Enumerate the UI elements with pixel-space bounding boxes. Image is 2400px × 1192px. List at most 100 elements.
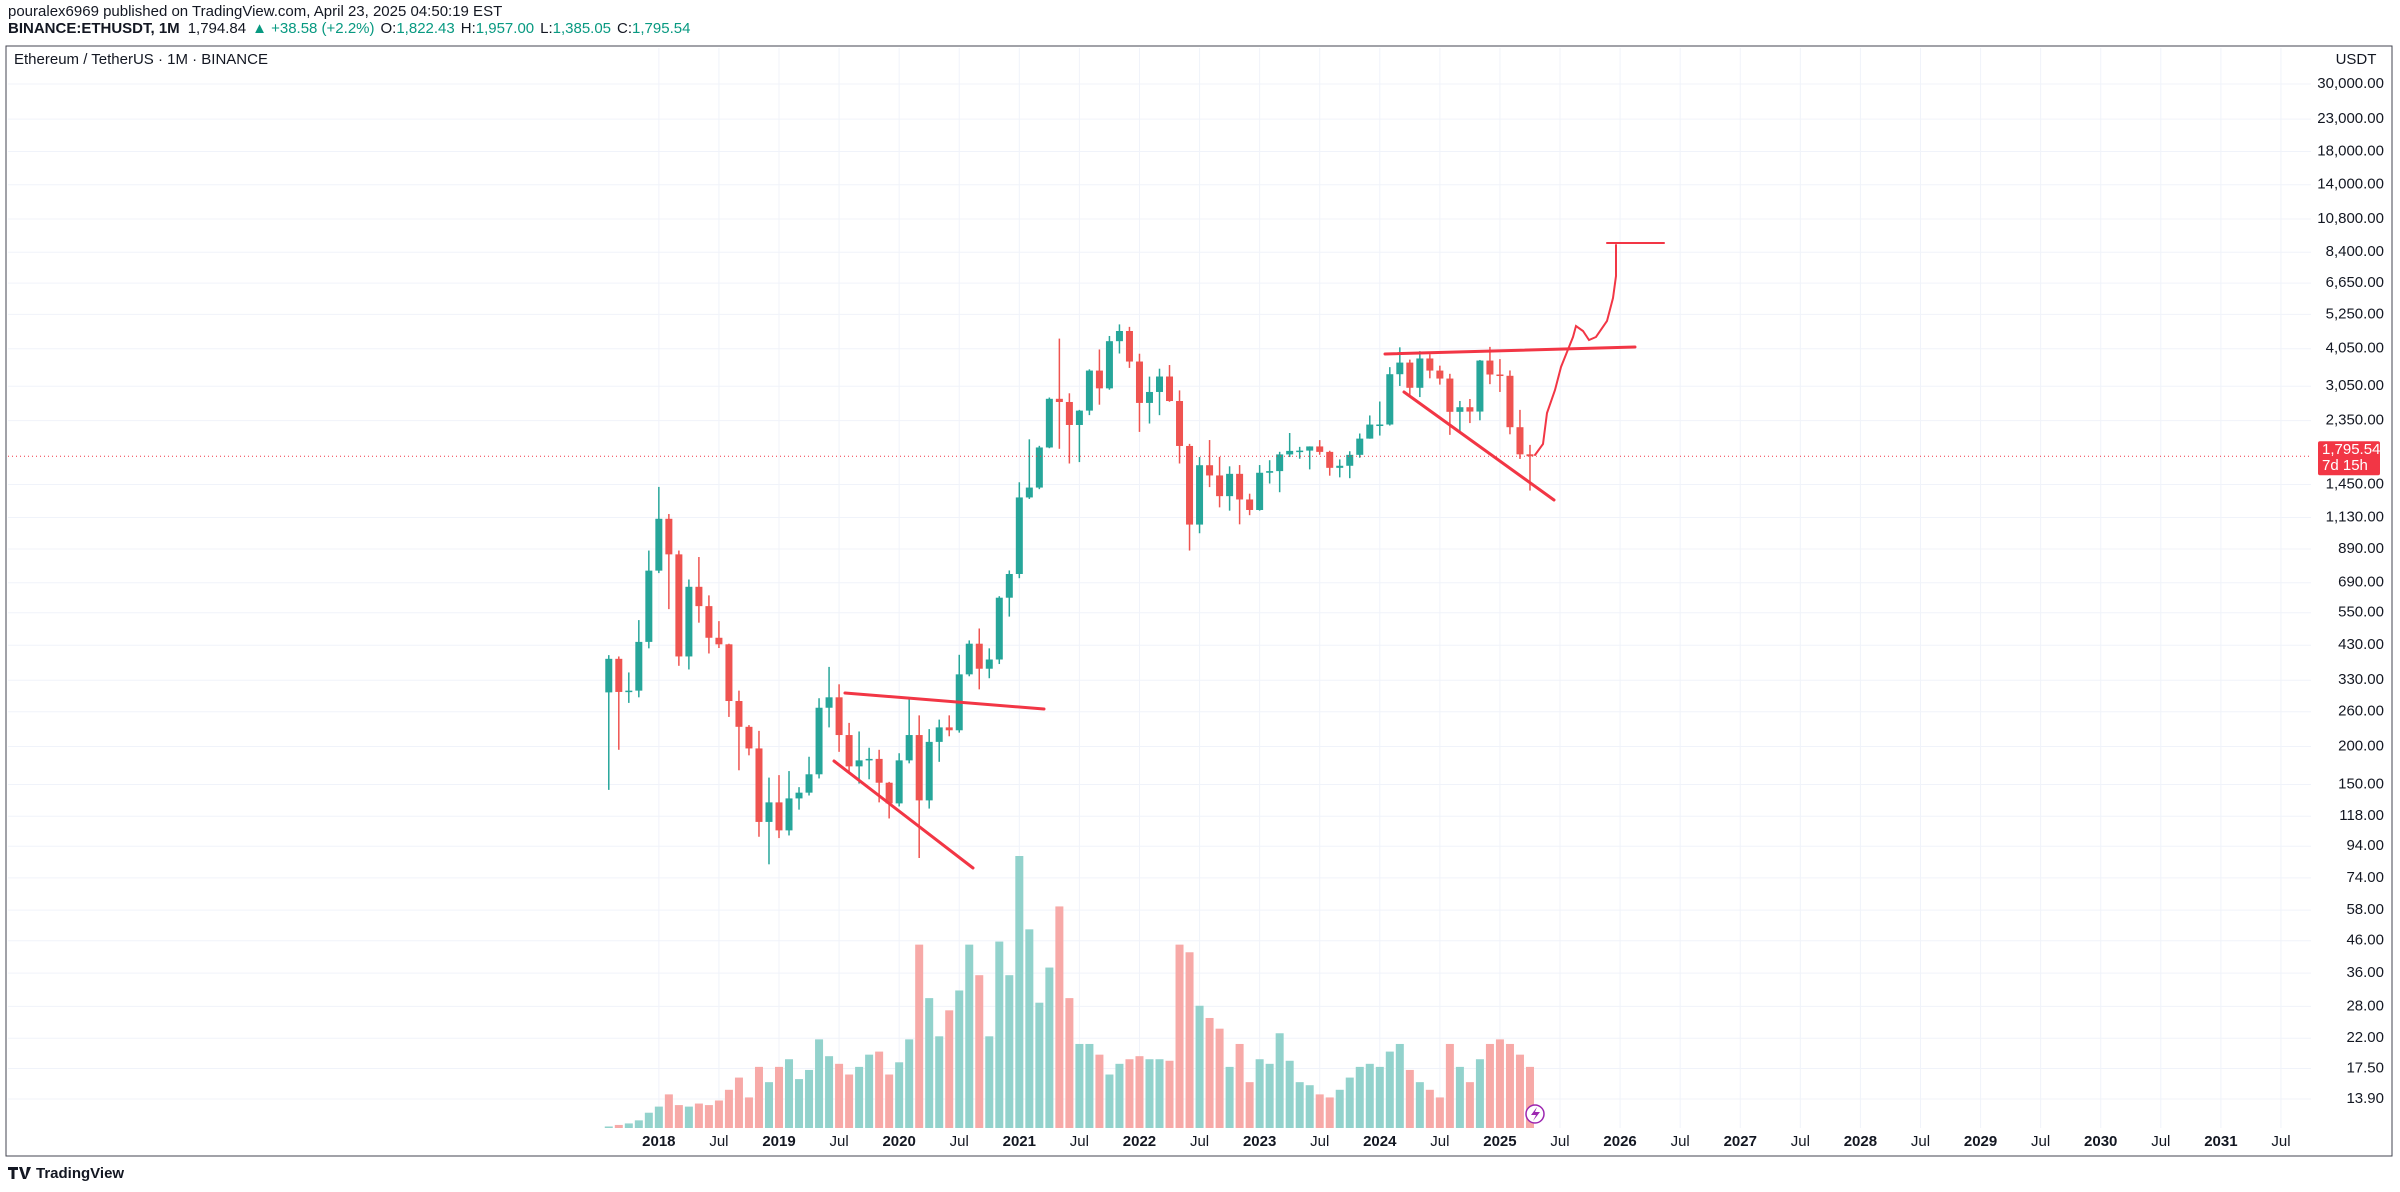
- candle-body: [1386, 374, 1394, 425]
- volume-bar: [1015, 856, 1024, 1128]
- candle-body: [1115, 330, 1123, 342]
- candle-body: [1045, 398, 1053, 448]
- candle-body: [1476, 360, 1484, 412]
- volume-bar: [1365, 1063, 1374, 1128]
- volume-bar: [674, 1105, 683, 1128]
- candle-body: [1025, 487, 1033, 498]
- x-tick-label: Jul: [2031, 1133, 2050, 1150]
- volume-bar: [1225, 1066, 1234, 1128]
- x-tick-label: 2024: [1363, 1133, 1397, 1150]
- x-tick-label: 2019: [762, 1133, 795, 1150]
- ohlc-value: 1,822.43: [396, 20, 454, 37]
- candle-body: [805, 774, 813, 793]
- candle-body: [845, 735, 853, 767]
- candle-body: [785, 798, 793, 831]
- candle-body: [775, 802, 783, 831]
- candle-body: [1246, 499, 1254, 510]
- x-tick-label: Jul: [1550, 1133, 1569, 1150]
- y-tick-label: 46.00: [2346, 932, 2384, 949]
- x-tick-label: 2028: [1844, 1133, 1877, 1150]
- candle-body: [1356, 438, 1364, 455]
- trend-line: [832, 759, 975, 870]
- candle-body: [1276, 454, 1284, 472]
- y-tick-label: 22.00: [2346, 1029, 2384, 1046]
- volume-bar: [694, 1103, 703, 1128]
- candle-body: [1075, 410, 1083, 425]
- x-tick-label: Jul: [1190, 1133, 1209, 1150]
- volume-bar: [714, 1100, 723, 1128]
- y-tick-label: 1,130.00: [2326, 508, 2384, 525]
- volume-bar: [1065, 998, 1074, 1128]
- x-tick-label: Jul: [1791, 1133, 1810, 1150]
- y-tick-label: 260.00: [2338, 703, 2384, 720]
- candle-body: [1156, 376, 1163, 392]
- volume-bar: [1495, 1039, 1504, 1128]
- volume-bar: [1055, 906, 1064, 1128]
- volume-bar: [1275, 1033, 1284, 1128]
- candle-body: [725, 644, 733, 702]
- candle-body: [1055, 398, 1063, 402]
- volume-bar: [1035, 1002, 1044, 1128]
- volume-bar: [1095, 1054, 1104, 1128]
- candle-body: [695, 586, 703, 607]
- candle-body: [1266, 471, 1274, 473]
- volume-bar: [855, 1066, 864, 1128]
- volume-bar: [1045, 967, 1054, 1128]
- last: 1,794.84: [188, 20, 246, 37]
- y-tick-label: 5,250.00: [2326, 305, 2384, 322]
- candle-body: [1336, 465, 1344, 468]
- volume-bar: [805, 1069, 814, 1128]
- candle-body: [1085, 370, 1093, 411]
- volume-bar: [1405, 1069, 1414, 1128]
- volume-bar: [1165, 1060, 1174, 1128]
- candle-body: [665, 518, 673, 555]
- volume-bar: [1345, 1077, 1354, 1128]
- chart-title: Ethereum / TetherUS · 1M · BINANCE: [14, 51, 268, 68]
- y-tick-label: 550.00: [2338, 604, 2384, 621]
- volume-bar: [1375, 1066, 1384, 1128]
- candle-body: [875, 758, 883, 783]
- y-tick-label: 13.90: [2346, 1090, 2384, 1107]
- volume-bar: [1485, 1043, 1494, 1128]
- y-tick-label: 2,350.00: [2326, 412, 2384, 429]
- x-tick-label: 2018: [642, 1133, 675, 1150]
- publisher-line: pouralex6969 published on TradingView.co…: [8, 3, 502, 20]
- volume-bar: [1335, 1089, 1344, 1128]
- candle-body: [1105, 341, 1113, 389]
- candle-body: [1236, 473, 1244, 500]
- volume-bar: [764, 1082, 773, 1128]
- candle-body: [1306, 446, 1314, 451]
- volume-bar: [775, 1066, 784, 1128]
- x-tick-label: Jul: [1671, 1133, 1690, 1150]
- y-tick-label: 4,050.00: [2326, 340, 2384, 357]
- volume-bar: [1325, 1097, 1334, 1128]
- x-tick-label: Jul: [950, 1133, 969, 1150]
- candle-body: [885, 782, 893, 804]
- volume-bar: [1025, 929, 1034, 1128]
- volume-bar: [1115, 1063, 1124, 1128]
- candle-body: [1176, 401, 1184, 446]
- volume-bar: [1245, 1082, 1254, 1128]
- candle-body: [1326, 451, 1334, 468]
- candle-body: [1426, 358, 1434, 371]
- volume-bar: [1215, 1028, 1224, 1128]
- volume-bar: [744, 1097, 753, 1128]
- y-tick-label: 690.00: [2338, 574, 2384, 591]
- drawings: [832, 242, 1665, 870]
- ohlc-key: O:: [381, 20, 397, 37]
- marks: [8, 324, 2311, 1128]
- y-tick-label: 58.00: [2346, 901, 2384, 918]
- y-tick-label: 430.00: [2338, 636, 2384, 653]
- y-tick-label: 17.50: [2346, 1059, 2384, 1076]
- event-icon-bolt: [1531, 1107, 1540, 1121]
- volume-bar: [634, 1120, 643, 1128]
- candle-body: [765, 802, 773, 822]
- candle-body: [995, 597, 1003, 660]
- brand: TradingView: [36, 1165, 124, 1182]
- volume-bar: [1425, 1089, 1434, 1128]
- x-tick-label: Jul: [829, 1133, 848, 1150]
- candle-body: [735, 701, 743, 727]
- x-tick-label: 2020: [882, 1133, 915, 1150]
- logo-mark: [8, 1167, 31, 1179]
